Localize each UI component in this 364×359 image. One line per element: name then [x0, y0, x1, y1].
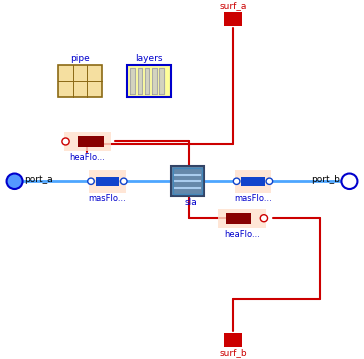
Circle shape: [341, 173, 357, 189]
Bar: [78, 136, 104, 147]
Text: heaFlo...: heaFlo...: [224, 230, 260, 239]
Bar: [58, 65, 102, 97]
Bar: [235, 170, 271, 193]
Bar: [218, 209, 266, 228]
Bar: [224, 333, 242, 347]
Circle shape: [266, 178, 273, 185]
Circle shape: [7, 173, 23, 189]
Bar: [241, 177, 265, 186]
Text: sla: sla: [185, 198, 198, 207]
Text: pipe: pipe: [70, 54, 90, 63]
Text: surf_b: surf_b: [219, 349, 247, 358]
Circle shape: [120, 178, 127, 185]
Circle shape: [88, 178, 94, 185]
Text: port_a: port_a: [24, 175, 52, 184]
Text: masFlo...: masFlo...: [88, 195, 126, 204]
Bar: [224, 12, 242, 26]
Circle shape: [260, 215, 268, 222]
Text: surf_a: surf_a: [219, 1, 247, 10]
Bar: [89, 170, 126, 193]
Bar: [226, 213, 251, 224]
Bar: [173, 168, 202, 194]
Text: layers: layers: [135, 54, 163, 63]
Bar: [127, 65, 171, 97]
Text: masFlo...: masFlo...: [234, 195, 272, 204]
Circle shape: [233, 178, 240, 185]
Circle shape: [62, 138, 69, 145]
Bar: [171, 166, 204, 196]
Text: heaFlo...: heaFlo...: [70, 153, 105, 162]
Text: port_b: port_b: [312, 175, 340, 184]
Bar: [64, 132, 111, 151]
Bar: [95, 177, 119, 186]
